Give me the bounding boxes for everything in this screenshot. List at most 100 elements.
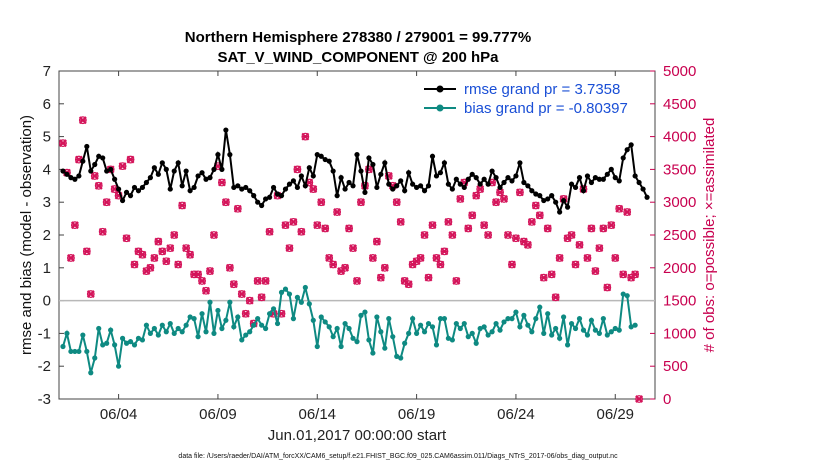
rmse-point [449, 186, 455, 192]
rmse-point [358, 168, 364, 174]
obs-assimilated-point [309, 185, 318, 193]
bias-point [553, 325, 559, 332]
rmse-point [215, 152, 221, 158]
rmse-point [636, 179, 642, 186]
obs-assimilated-point [623, 208, 632, 216]
bias-point [410, 316, 416, 322]
rmse-point [239, 186, 245, 192]
rmse-point [171, 168, 177, 174]
bias-point [239, 337, 245, 343]
rmse-point [223, 127, 229, 133]
obs-assimilated-point [380, 263, 389, 272]
rmse-point [521, 179, 527, 186]
obs-assimilated-point [599, 224, 608, 233]
bias-point [131, 342, 138, 348]
bias-point [326, 324, 332, 330]
rmse-point [584, 173, 591, 179]
rmse-point [112, 176, 118, 182]
obs-assimilated-point [456, 195, 465, 203]
bias-point [282, 286, 289, 292]
rmse-point [243, 184, 249, 191]
obs-assimilated-point [635, 395, 644, 403]
rmse-point [203, 176, 209, 182]
obs-assimilated-point [607, 221, 616, 230]
bias-point [139, 337, 146, 343]
rmse-point [211, 166, 217, 172]
bias-point [469, 330, 475, 336]
rmse-point [457, 181, 463, 187]
bias-point [402, 340, 408, 346]
obs-assimilated-point [444, 217, 453, 226]
bias-point [64, 330, 70, 336]
rmse-point [374, 184, 380, 191]
legend-rmse-label: rmse grand pr = 3.7358 [464, 81, 620, 98]
rmse-point [398, 178, 404, 184]
rmse-point [640, 186, 646, 192]
bias-point [171, 330, 177, 336]
x-tick-label: 06/09 [199, 406, 237, 423]
rmse-point [497, 184, 503, 191]
legend: rmse grand pr = 3.7358 bias grand pr = -… [424, 81, 628, 117]
obs-assimilated-point [229, 280, 238, 289]
bias-point [549, 332, 555, 338]
obs-assimilated-point [492, 198, 500, 207]
obs-assimilated-point [551, 293, 560, 302]
bias-point [60, 343, 66, 350]
obs-assimilated-point [515, 188, 524, 197]
obs-assimilated-point [353, 277, 361, 285]
bias-point [473, 340, 479, 346]
obs-assimilated-point [170, 231, 179, 239]
bias-point [604, 332, 610, 338]
bias-point [294, 294, 300, 300]
bias-point [243, 332, 249, 338]
bias-point [505, 316, 511, 322]
obs-assimilated-point [543, 224, 552, 233]
y-tick-label: 2 [43, 227, 51, 244]
bias-point [306, 301, 312, 307]
obs-assimilated-point [126, 155, 135, 164]
rmse-point [199, 170, 205, 176]
bias-point [211, 330, 217, 336]
bias-point [318, 314, 324, 320]
bias-point [92, 355, 98, 361]
obs-assimilated-point [512, 234, 520, 243]
rmse-point [135, 188, 142, 194]
rmse-point [489, 168, 495, 174]
bias-point [298, 299, 304, 305]
rmse-point [501, 179, 507, 186]
rmse-point [362, 189, 368, 195]
obs-assimilated-point [349, 244, 357, 253]
rmse-point [561, 197, 567, 204]
rmse-point [505, 175, 511, 181]
bias-point [600, 316, 606, 322]
bias-point [100, 342, 106, 348]
obs-assimilated-point [202, 286, 210, 295]
x-tick-label: 06/04 [100, 406, 138, 423]
obs-assimilated-point [440, 247, 449, 256]
y-tick-label: -1 [38, 325, 51, 342]
rmse-point [175, 160, 181, 166]
rmse-point [473, 175, 479, 181]
bias-point [537, 304, 543, 310]
x-tick-label: 06/19 [398, 406, 436, 423]
bias-point [596, 330, 602, 336]
bias-point [584, 332, 591, 338]
bias-point [278, 289, 285, 295]
bias-point [235, 314, 241, 320]
obs-assimilated-point [372, 237, 381, 246]
obs-assimilated-point [118, 162, 127, 171]
rmse-point [183, 168, 189, 174]
bias-point [84, 348, 90, 355]
rmse-point [485, 181, 491, 187]
bias-point [350, 335, 356, 341]
obs-assimilated-point [138, 250, 147, 259]
rmse-point [545, 196, 551, 202]
obs-assimilated-point [376, 273, 385, 282]
y2-tick-label: 3000 [663, 194, 696, 211]
rmse-point [266, 194, 273, 200]
rmse-point [425, 183, 432, 189]
bias-point [588, 317, 595, 323]
obs-assimilated-point [182, 244, 191, 253]
chart-subtitle: SAT_V_WIND_COMPONENT @ 200 hPa [217, 49, 499, 66]
bias-point [580, 327, 587, 333]
